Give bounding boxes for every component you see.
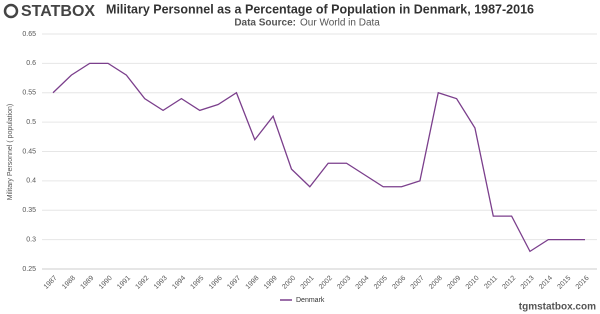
y-tick-label: 0.3 [26, 236, 36, 243]
logo-icon [3, 3, 19, 19]
y-tick-label: 0.55 [22, 90, 36, 97]
x-tick-label: 2011 [483, 275, 499, 291]
x-tick-label: 2014 [538, 275, 554, 291]
x-tick-label: 2013 [520, 275, 536, 291]
x-tick-label: 2012 [501, 275, 517, 291]
footer: tgmstatbox.com [519, 302, 596, 313]
y-tick-label: 0.5 [26, 119, 36, 126]
source-label: Data Source: [234, 18, 296, 29]
x-tick-label: 2005 [373, 275, 389, 291]
x-tick-label: 2009 [446, 275, 462, 291]
x-tick-label: 1998 [245, 275, 261, 291]
x-tick-label: 1993 [153, 275, 169, 291]
source: Our World in Data [300, 18, 380, 29]
x-tick-label: 2000 [281, 275, 297, 291]
x-tick-label: 1995 [190, 275, 206, 291]
x-tick-label: 2006 [391, 275, 407, 291]
x-tick-label: 2001 [300, 275, 316, 291]
x-tick-label: 2002 [318, 275, 334, 291]
y-tick-label: 0.65 [22, 31, 36, 38]
y-tick-label: 0.35 [22, 207, 36, 214]
x-tick-label: 1992 [134, 275, 150, 291]
legend-label: Denmark [296, 297, 325, 304]
x-tick-label: 2016 [575, 275, 591, 291]
x-tick-label: 1996 [208, 275, 224, 291]
x-tick-label: 1997 [226, 275, 242, 291]
logo-text: STATBOX [21, 3, 95, 20]
x-tick-label: 2003 [336, 275, 352, 291]
x-tick-label: 2010 [465, 275, 481, 291]
logo: STATBOX [3, 3, 95, 20]
x-tick-label: 2004 [355, 275, 371, 291]
x-tick-label: 2007 [410, 275, 426, 291]
data-line [52, 62, 585, 253]
x-tick-label: 1989 [79, 275, 95, 291]
y-axis-label: Military Personnel ( population) [7, 104, 14, 201]
chart-title: Military Personnel as a Percentage of Po… [106, 2, 534, 16]
y-tick-label: 0.4 [26, 178, 36, 185]
x-tick-label: 2008 [428, 275, 444, 291]
x-tick-label: 1991 [116, 275, 132, 291]
x-tick-label: 1990 [98, 275, 114, 291]
x-tick-label: 1987 [43, 275, 59, 291]
x-tick-label: 2015 [556, 275, 572, 291]
x-tick-label: 1994 [171, 275, 187, 291]
y-tick-label: 0.6 [26, 60, 36, 67]
x-tick-label: 1988 [61, 275, 77, 291]
y-tick-label: 0.25 [22, 266, 36, 273]
y-tick-label: 0.45 [22, 148, 36, 155]
x-tick-label: 1999 [263, 275, 279, 291]
